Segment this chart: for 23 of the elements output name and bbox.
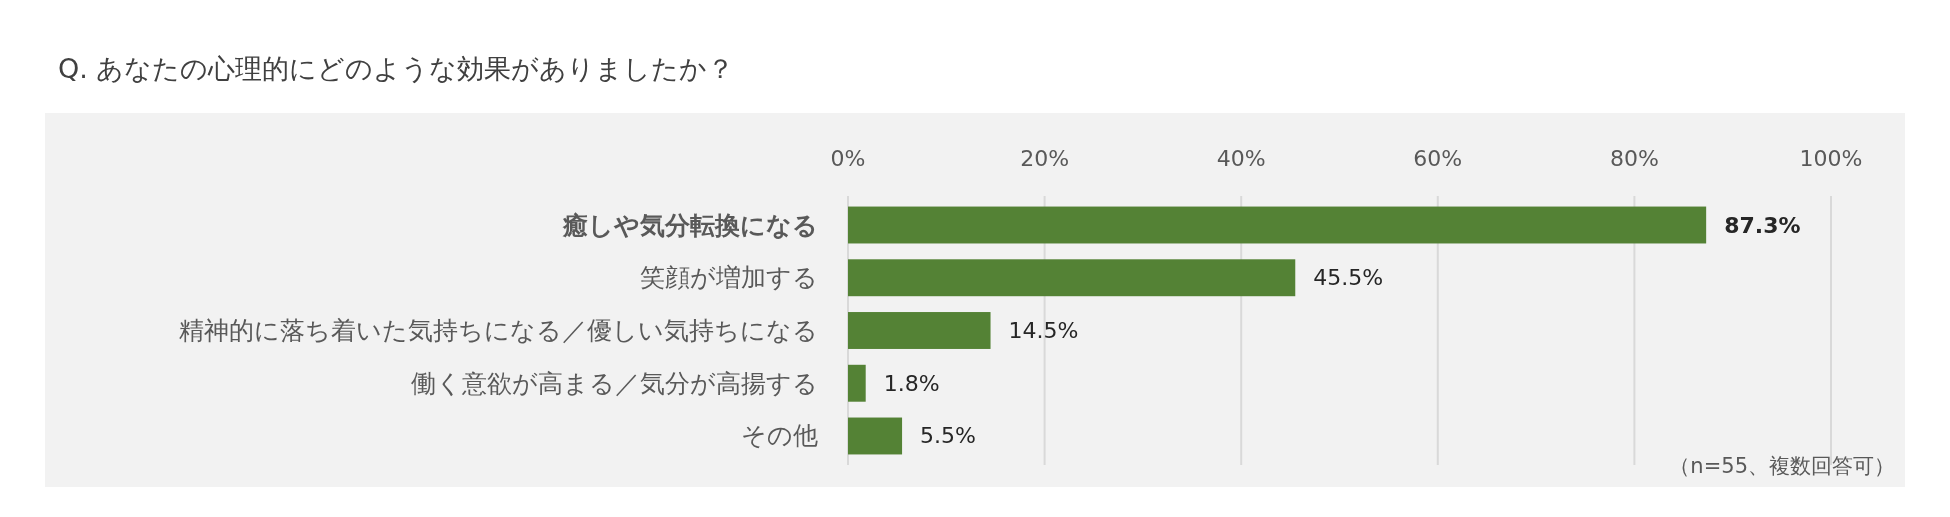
bar bbox=[848, 312, 991, 349]
bar bbox=[848, 206, 1707, 244]
y-tick-label: 精神的に落ち着いた気持ちになる／優しい気持ちになる bbox=[179, 316, 818, 345]
data-label: 87.3% bbox=[1724, 212, 1801, 238]
data-label: 45.5% bbox=[1313, 265, 1384, 291]
data-label: 5.5% bbox=[920, 423, 976, 449]
y-tick-label: その他 bbox=[741, 421, 818, 451]
x-tick-label: 100% bbox=[1799, 145, 1863, 171]
y-tick-label: 笑顔が増加する bbox=[640, 263, 818, 293]
data-label: 1.8% bbox=[883, 370, 940, 396]
y-tick-label: 働く意欲が高まる／気分が高揚する bbox=[411, 368, 818, 398]
bar bbox=[848, 364, 866, 402]
x-tick-label: 20% bbox=[1020, 145, 1070, 171]
y-tick-label: 癒しや気分転換になる bbox=[562, 210, 818, 240]
bar bbox=[848, 259, 1296, 297]
x-tick-label: 80% bbox=[1609, 145, 1659, 171]
text: Q. あなたの心理的にどのような効果がありましたか？ bbox=[58, 53, 735, 84]
x-tick-label: 60% bbox=[1413, 145, 1463, 171]
x-tick-label: 0% bbox=[830, 145, 866, 171]
data-label: 14.5% bbox=[1008, 318, 1079, 343]
bar bbox=[848, 417, 903, 455]
annotation: （n=55、複数回答可） bbox=[1669, 454, 1895, 478]
x-tick-label: 40% bbox=[1216, 145, 1266, 171]
